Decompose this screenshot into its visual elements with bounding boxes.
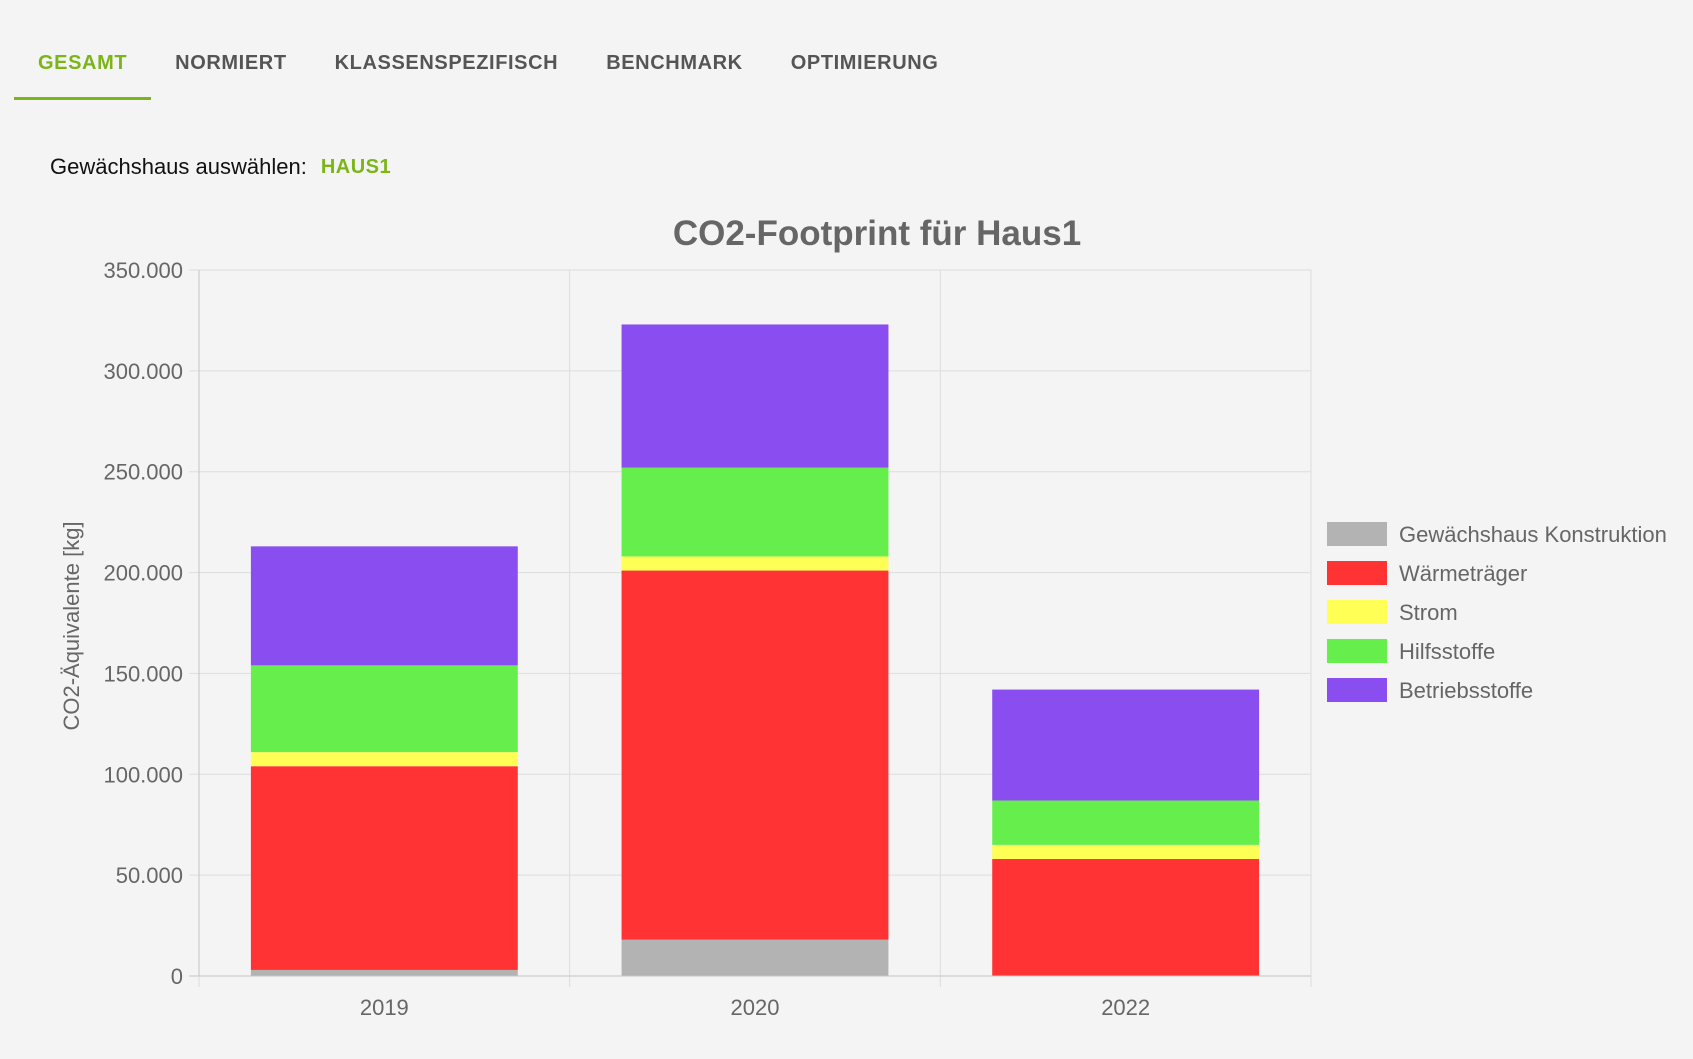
legend-label[interactable]: Gewächshaus Konstruktion [1399, 522, 1667, 547]
legend-swatch[interactable] [1327, 600, 1387, 624]
legend-swatch[interactable] [1327, 678, 1387, 702]
tab-gesamt[interactable]: GESAMT [14, 38, 152, 100]
tab-benchmark[interactable]: BENCHMARK [606, 52, 743, 74]
tab-klassenspezifisch[interactable]: KLASSENSPEZIFISCH [334, 52, 559, 74]
bar-segment[interactable] [621, 324, 889, 468]
bar-segment[interactable] [621, 556, 889, 571]
y-tick-label: 300.000 [103, 359, 183, 384]
legend-swatch[interactable] [1327, 561, 1387, 585]
y-tick-label: 200.000 [103, 561, 183, 586]
y-tick-label: 150.000 [103, 661, 183, 686]
x-tick-label: 2020 [731, 995, 780, 1020]
y-tick-label: 50.000 [116, 863, 183, 888]
y-axis-label: CO2-Äquivalente [kg] [59, 521, 84, 730]
legend-swatch[interactable] [1327, 639, 1387, 663]
greenhouse-selector: Gewächshaus auswählen: HAUS1 [50, 154, 391, 180]
greenhouse-selector-label: Gewächshaus auswählen: [50, 154, 307, 179]
bar-segment[interactable] [992, 689, 1260, 801]
legend-label[interactable]: Betriebsstoffe [1399, 678, 1533, 703]
tab-optimierung[interactable]: OPTIMIERUNG [790, 52, 939, 74]
x-tick-label: 2022 [1101, 995, 1150, 1020]
y-tick-label: 250.000 [103, 460, 183, 485]
tab-bar: GESAMT NORMIERT KLASSENSPEZIFISCH BENCHM… [14, 38, 962, 100]
y-tick-label: 0 [171, 964, 183, 989]
bar-segment[interactable] [250, 969, 518, 976]
bar-segment[interactable] [250, 546, 518, 666]
tab-normiert[interactable]: NORMIERT [175, 52, 287, 74]
legend-swatch[interactable] [1327, 522, 1387, 546]
bar-segment[interactable] [992, 800, 1260, 845]
bar-segment[interactable] [621, 467, 889, 557]
legend-label[interactable]: Hilfsstoffe [1399, 639, 1495, 664]
y-tick-label: 100.000 [103, 762, 183, 787]
bar-segment[interactable] [250, 766, 518, 970]
y-tick-label: 350.000 [103, 258, 183, 283]
legend-label[interactable]: Wärmeträger [1399, 561, 1527, 586]
bar-segment[interactable] [621, 939, 889, 976]
bar-segment[interactable] [992, 859, 1260, 976]
chart-title: CO2-Footprint für Haus1 [673, 214, 1081, 253]
bar-segment[interactable] [621, 570, 889, 940]
bar-segment[interactable] [250, 665, 518, 753]
x-tick-label: 2019 [360, 995, 409, 1020]
greenhouse-select[interactable]: HAUS1 [320, 155, 392, 178]
bar-segment[interactable] [250, 752, 518, 767]
legend-label[interactable]: Strom [1399, 600, 1458, 625]
bar-segment[interactable] [992, 844, 1260, 860]
